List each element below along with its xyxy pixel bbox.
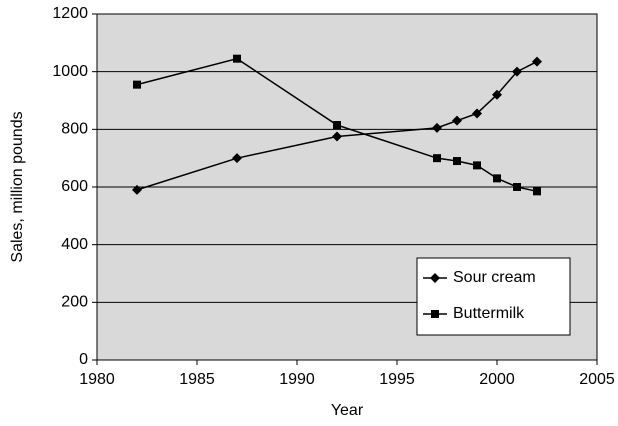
- data-point: [533, 187, 541, 196]
- x-tick-label: 1990: [279, 371, 315, 388]
- data-point: [333, 121, 341, 130]
- data-point: [432, 122, 442, 133]
- plot-border: [96, 13, 598, 361]
- data-point: [453, 157, 461, 166]
- y-tick-label: 0: [79, 351, 88, 368]
- data-point: [493, 174, 501, 183]
- y-tick-label: 1000: [52, 63, 88, 80]
- data-point: [133, 80, 141, 89]
- data-point: [433, 154, 441, 163]
- data-point: [452, 115, 462, 126]
- data-point: [132, 184, 142, 195]
- x-tick-label: 1995: [379, 371, 415, 388]
- y-axis-label: Sales, million pounds: [9, 111, 26, 262]
- data-point: [472, 108, 482, 119]
- legend-label: Buttermilk: [453, 305, 525, 322]
- data-point: [492, 89, 502, 100]
- y-tick-label: 800: [61, 121, 88, 138]
- data-point: [232, 153, 242, 164]
- legend-box: [416, 257, 571, 336]
- data-point: [332, 131, 342, 142]
- x-tick-label: 1985: [179, 371, 215, 388]
- data-point: [513, 183, 521, 191]
- y-tick-label: 200: [61, 294, 88, 311]
- legend: Sour cream Buttermilk: [416, 257, 571, 336]
- y-tick-label: 600: [61, 178, 88, 195]
- data-point: [473, 161, 481, 170]
- data-point: [532, 56, 542, 67]
- x-tick-label: 2005: [579, 371, 615, 388]
- x-tick-label: 2000: [479, 371, 515, 388]
- legend-label: Sour cream: [453, 269, 536, 286]
- y-tick-label: 400: [61, 236, 88, 253]
- data-point: [233, 54, 241, 63]
- y-tick-label: 1200: [52, 5, 88, 22]
- legend-marker: [430, 273, 440, 283]
- x-axis-label: Year: [331, 402, 364, 419]
- data-point: [512, 66, 522, 77]
- legend-marker: [431, 310, 439, 318]
- x-tick-label: 1980: [79, 371, 115, 388]
